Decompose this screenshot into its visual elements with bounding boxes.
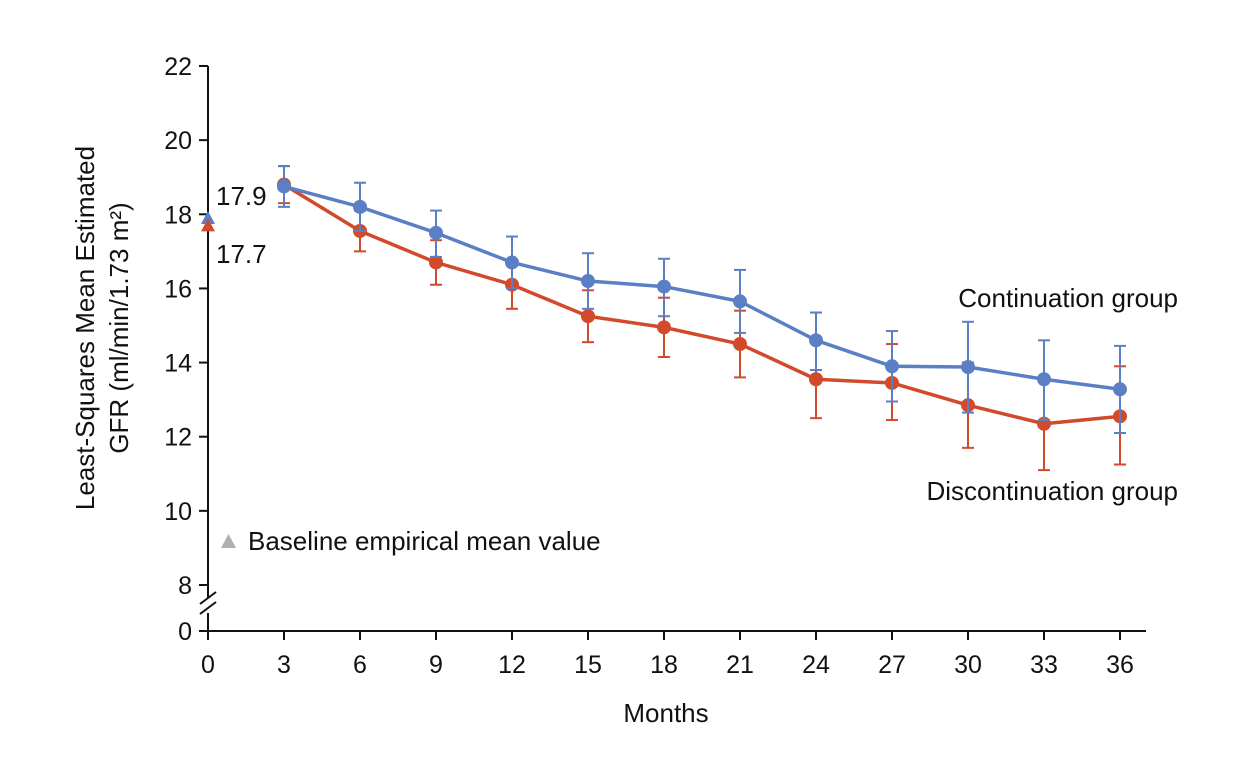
- series-line: [283, 184, 1121, 391]
- data-point: [657, 320, 671, 335]
- series-label-discontinuation: Discontinuation group: [927, 476, 1179, 506]
- x-tick-label: 12: [498, 651, 526, 679]
- x-tick-label: 0: [201, 651, 215, 679]
- x-tick-label: 30: [954, 651, 982, 679]
- data-point: [657, 279, 671, 294]
- y-tick-label: 10: [164, 498, 192, 526]
- data-point: [961, 360, 975, 375]
- x-axis-ticks: 0 3 6 9 12 15 18 21 24 27 30 33 36: [201, 631, 1134, 679]
- y-axis-ticks: 0 8 10 12 14 16 18 20 22: [164, 53, 208, 646]
- y-tick-label: 8: [178, 572, 192, 600]
- y-axis-label-line2: GFR (ml/min/1.73 m²): [104, 202, 134, 453]
- data-point: [429, 225, 443, 240]
- y-tick-label: 12: [164, 424, 192, 452]
- data-point: [581, 274, 595, 289]
- x-tick-label: 33: [1030, 651, 1058, 679]
- y-tick-label: 14: [164, 350, 192, 378]
- data-point: [733, 294, 747, 309]
- x-tick-label: 27: [878, 651, 906, 679]
- series-label-continuation: Continuation group: [958, 283, 1178, 313]
- axes: [199, 66, 1146, 632]
- baseline-layer: [201, 210, 215, 232]
- data-point: [277, 179, 291, 194]
- x-tick-label: 24: [802, 651, 830, 679]
- data-point: [1113, 382, 1127, 397]
- x-tick-label: 21: [726, 651, 754, 679]
- data-point: [733, 337, 747, 352]
- baseline-marker: [201, 210, 215, 224]
- legend-label: Baseline empirical mean value: [248, 526, 601, 556]
- data-point: [353, 199, 367, 214]
- data-point: [505, 255, 519, 270]
- baseline-marker: [201, 218, 215, 232]
- series-line: [283, 183, 1121, 426]
- x-tick-label: 18: [650, 651, 678, 679]
- y-axis-label-line1: Least-Squares Mean Estimated: [70, 146, 100, 510]
- axis-break-mark: [199, 601, 217, 615]
- data-point: [885, 359, 899, 374]
- data-point: [1037, 372, 1051, 387]
- series-continuation-group: [277, 165, 1127, 435]
- y-tick-label: 18: [164, 201, 192, 229]
- x-tick-label: 36: [1106, 651, 1134, 679]
- data-point: [809, 372, 823, 387]
- legend-triangle-icon: [221, 534, 236, 548]
- y-tick-label: 20: [164, 127, 192, 155]
- y-tick-label: 22: [164, 53, 192, 81]
- x-axis-label: Months: [623, 698, 708, 728]
- baseline-label-continuation: 17.9: [216, 181, 267, 211]
- data-point: [429, 255, 443, 270]
- series-layer: [277, 165, 1127, 472]
- x-tick-label: 3: [277, 651, 291, 679]
- x-tick-label: 9: [429, 651, 443, 679]
- x-tick-label: 6: [353, 651, 367, 679]
- axis-break-mark: [199, 591, 217, 605]
- data-point: [809, 333, 823, 348]
- baseline-label-discontinuation: 17.7: [216, 239, 267, 269]
- y-tick-label: 0: [178, 618, 192, 646]
- x-tick-label: 15: [574, 651, 602, 679]
- data-point: [581, 309, 595, 324]
- series-discontinuation-group: [277, 165, 1127, 472]
- y-tick-label: 16: [164, 275, 192, 303]
